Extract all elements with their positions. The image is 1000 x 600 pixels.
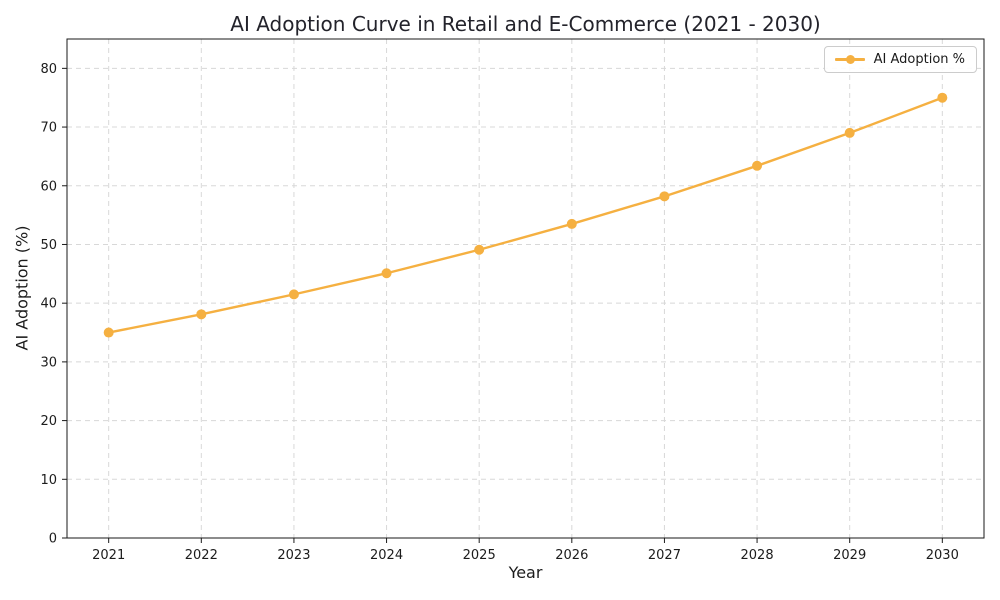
x-axis-label: Year — [508, 563, 543, 582]
data-point-marker — [937, 92, 948, 103]
x-tick-label: 2021 — [92, 548, 125, 563]
x-tick-label: 2023 — [277, 548, 310, 563]
adoption-line — [108, 96, 943, 334]
data-point-marker — [103, 327, 114, 338]
legend-series-label: AI Adoption % — [873, 52, 965, 67]
y-tick-label: 0 — [49, 532, 57, 547]
y-tick-label: 70 — [40, 121, 57, 136]
chart-title: AI Adoption Curve in Retail and E-Commer… — [230, 12, 821, 36]
data-point-marker — [844, 127, 855, 138]
x-tick-label: 2026 — [555, 548, 588, 563]
x-tick-label: 2025 — [463, 548, 496, 563]
y-tick-label: 50 — [40, 238, 57, 253]
data-point-marker — [288, 289, 299, 300]
y-tick-label: 60 — [40, 179, 57, 194]
y-axis-label: AI Adoption (%) — [12, 225, 32, 351]
plot-border — [66, 38, 985, 539]
y-tick-label: 30 — [40, 355, 57, 370]
data-point-marker — [752, 160, 763, 171]
y-tick-label: 10 — [40, 473, 57, 488]
legend: AI Adoption % — [823, 46, 977, 73]
x-tick-label: 2030 — [926, 548, 959, 563]
x-tick-label: 2028 — [741, 548, 774, 563]
legend-dot-icon — [845, 55, 855, 64]
data-point-marker — [381, 268, 392, 279]
data-point-marker — [474, 244, 485, 255]
y-tick-label: 80 — [40, 62, 57, 77]
y-tick-label: 20 — [40, 414, 57, 429]
data-point-marker — [196, 309, 207, 320]
y-tick-label: 40 — [40, 297, 57, 312]
x-tick-label: 2029 — [833, 548, 866, 563]
legend-line-marker-icon — [834, 54, 865, 65]
data-point-marker — [566, 218, 577, 229]
x-tick-label: 2022 — [185, 548, 218, 563]
x-tick-label: 2027 — [648, 548, 681, 563]
data-point-marker — [659, 191, 670, 202]
x-tick-label: 2024 — [370, 548, 403, 563]
